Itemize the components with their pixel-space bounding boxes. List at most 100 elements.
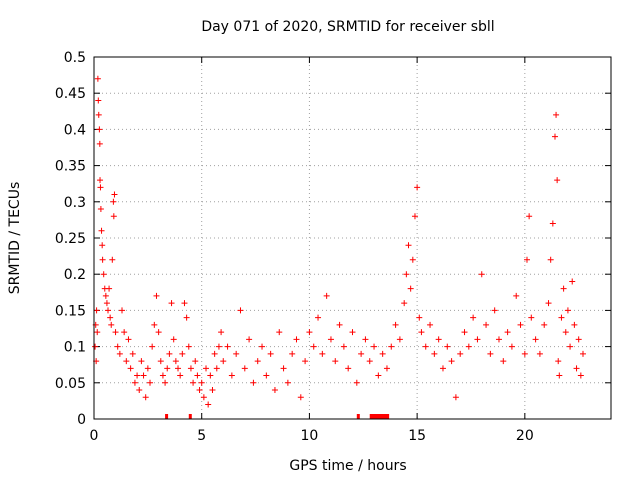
gap-marker bbox=[369, 414, 390, 419]
data-point bbox=[555, 358, 562, 365]
data-point bbox=[439, 365, 446, 372]
data-point bbox=[392, 321, 399, 328]
data-point bbox=[97, 177, 104, 184]
data-point bbox=[211, 350, 218, 357]
data-point bbox=[129, 350, 136, 357]
data-point bbox=[215, 343, 222, 350]
data-point bbox=[416, 314, 423, 321]
data-point bbox=[106, 285, 113, 292]
data-point bbox=[461, 329, 468, 336]
data-point bbox=[567, 343, 574, 350]
data-point bbox=[345, 365, 352, 372]
data-point bbox=[536, 350, 543, 357]
y-tick-label: 0.3 bbox=[64, 195, 86, 211]
data-point bbox=[179, 350, 186, 357]
data-point bbox=[556, 372, 563, 379]
data-point bbox=[579, 350, 586, 357]
data-point bbox=[448, 358, 455, 365]
data-point bbox=[407, 285, 414, 292]
data-point bbox=[418, 329, 425, 336]
data-point bbox=[571, 321, 578, 328]
data-point bbox=[271, 387, 278, 394]
data-point bbox=[162, 379, 169, 386]
data-point bbox=[147, 379, 154, 386]
data-point bbox=[94, 75, 101, 82]
data-point bbox=[157, 358, 164, 365]
data-point bbox=[532, 336, 539, 343]
data-point bbox=[560, 285, 567, 292]
y-tick-label: 0.1 bbox=[64, 340, 86, 356]
data-point bbox=[405, 242, 412, 249]
data-point bbox=[551, 133, 558, 140]
data-point bbox=[192, 358, 199, 365]
data-point bbox=[175, 365, 182, 372]
data-point bbox=[577, 372, 584, 379]
data-point bbox=[172, 358, 179, 365]
data-point bbox=[474, 336, 481, 343]
data-point bbox=[435, 336, 442, 343]
data-point bbox=[528, 314, 535, 321]
x-tick-label: 20 bbox=[516, 428, 534, 444]
data-point bbox=[194, 372, 201, 379]
data-point bbox=[491, 307, 498, 314]
data-point bbox=[431, 350, 438, 357]
data-point bbox=[114, 343, 121, 350]
data-point bbox=[177, 372, 184, 379]
data-point bbox=[470, 314, 477, 321]
data-point bbox=[569, 278, 576, 285]
data-point bbox=[452, 394, 459, 401]
data-point bbox=[276, 329, 283, 336]
data-point bbox=[521, 350, 528, 357]
data-point bbox=[553, 111, 560, 118]
data-point bbox=[289, 350, 296, 357]
data-point bbox=[213, 365, 220, 372]
data-point bbox=[478, 271, 485, 278]
data-point bbox=[111, 191, 118, 198]
data-point bbox=[306, 329, 313, 336]
data-point bbox=[100, 271, 107, 278]
data-point bbox=[457, 350, 464, 357]
data-point bbox=[98, 227, 105, 234]
data-point bbox=[500, 358, 507, 365]
plot-frame bbox=[93, 56, 612, 420]
data-point bbox=[323, 292, 330, 299]
data-point bbox=[280, 365, 287, 372]
data-point bbox=[203, 365, 210, 372]
y-tick-label: 0 bbox=[77, 412, 86, 428]
data-point bbox=[263, 372, 270, 379]
data-point bbox=[358, 350, 365, 357]
data-point bbox=[411, 213, 418, 220]
data-point bbox=[190, 379, 197, 386]
data-point bbox=[383, 365, 390, 372]
data-point bbox=[375, 372, 382, 379]
data-point bbox=[401, 300, 408, 307]
data-point bbox=[110, 213, 117, 220]
y-tick-label: 0.4 bbox=[64, 122, 86, 138]
y-tick-label: 0.45 bbox=[55, 86, 86, 102]
data-point bbox=[99, 256, 106, 263]
data-point bbox=[259, 343, 266, 350]
data-point bbox=[409, 256, 416, 263]
gap-marker bbox=[165, 414, 169, 419]
data-point bbox=[170, 336, 177, 343]
data-point bbox=[127, 365, 134, 372]
data-point bbox=[545, 300, 552, 307]
data-point bbox=[508, 343, 515, 350]
data-point bbox=[575, 336, 582, 343]
data-point bbox=[96, 140, 103, 147]
data-point bbox=[153, 292, 160, 299]
y-axis-label: SRMTID / TECUs bbox=[7, 182, 23, 295]
data-point bbox=[142, 394, 149, 401]
gap-marker bbox=[188, 414, 192, 419]
x-tick-label: 10 bbox=[301, 428, 319, 444]
y-tick-label: 0.35 bbox=[55, 159, 86, 175]
data-point bbox=[564, 307, 571, 314]
y-tick-label: 0.25 bbox=[55, 231, 86, 247]
data-point bbox=[97, 184, 104, 191]
data-point bbox=[562, 329, 569, 336]
tick-labels: 0 0.05 0.1 0.15 0.2 0.25 0.3 0.35 0.4 0.45 0.5 0 5 10… bbox=[55, 50, 534, 444]
data-point bbox=[297, 394, 304, 401]
data-point bbox=[558, 314, 565, 321]
data-point bbox=[224, 343, 231, 350]
